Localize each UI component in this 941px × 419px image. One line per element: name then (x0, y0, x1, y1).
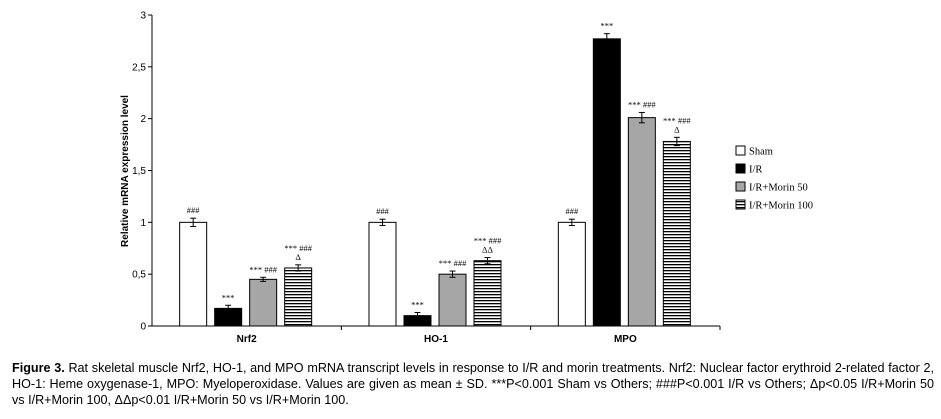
legend-swatch-white (735, 145, 746, 156)
legend-swatch-black (735, 163, 746, 174)
y-tick-label: 1,5 (132, 166, 146, 177)
caption-label: Figure 3. (12, 361, 65, 375)
significance-label: *** (600, 21, 613, 31)
legend: Sham I/R I/R+Morin 50 I/R+Morin 100 (735, 145, 813, 212)
legend-swatch-stripes (735, 199, 746, 210)
y-tick-label: 1 (140, 218, 146, 229)
significance-label: *** ### (249, 264, 277, 274)
y-tick-label: 2 (140, 114, 146, 125)
significance-label: *** ### (284, 243, 312, 253)
bar-gray (249, 278, 278, 327)
bars: ###****** ###Δ*** ######****** ###ΔΔ*** … (179, 21, 691, 327)
legend-swatch-gray (735, 181, 746, 192)
significance-label: ### (376, 206, 390, 216)
significance-label: Δ (295, 252, 301, 262)
significance-label: ### (187, 205, 201, 215)
y-tick-label: 3 (140, 11, 146, 22)
significance-label: *** (222, 292, 235, 302)
bar-gray (627, 117, 656, 327)
bar-white (557, 221, 586, 327)
legend-label: Sham (749, 147, 773, 158)
bar-stripes (662, 140, 691, 327)
significance-label: Δ (674, 124, 680, 134)
significance-label: ΔΔ (482, 245, 493, 255)
y-tick-label: 2,5 (132, 62, 146, 73)
x-category-label: Nrf2 (237, 334, 257, 345)
bar-stripes (284, 267, 313, 327)
bar-stripes (473, 260, 502, 327)
significance-label: *** ### (439, 258, 467, 268)
legend-label: I/R+Morin 100 (749, 201, 813, 212)
legend-label: I/R (749, 165, 762, 176)
significance-label: *** (411, 300, 424, 310)
x-category-label: HO-1 (424, 334, 448, 345)
significance-label: *** ### (474, 236, 502, 246)
significance-label: *** ### (663, 115, 691, 125)
bar-gray (438, 273, 467, 327)
figure-caption: Figure 3. Rat skeletal muscle Nrf2, HO-1… (12, 360, 934, 408)
axes: 0 0,5 1 1,5 2 2,5 3 Nrf2 HO-1 MPO (132, 11, 721, 345)
caption-text: Rat skeletal muscle Nrf2, HO-1, and MPO … (12, 361, 935, 407)
bar-white (179, 221, 208, 327)
bar-white (368, 221, 397, 327)
y-axis-label: Relative mRNA expression level (120, 95, 131, 247)
legend-label: I/R+Morin 50 (749, 183, 808, 194)
significance-label: *** ### (628, 99, 656, 109)
bar-black (592, 38, 621, 327)
significance-label: ### (565, 206, 579, 216)
y-tick-label: 0,5 (132, 270, 146, 281)
y-tick-label: 0 (140, 322, 146, 333)
bar-chart: Relative mRNA expression level 0 0,5 1 1,5 2… (120, 11, 813, 346)
x-category-label: MPO (614, 334, 637, 345)
